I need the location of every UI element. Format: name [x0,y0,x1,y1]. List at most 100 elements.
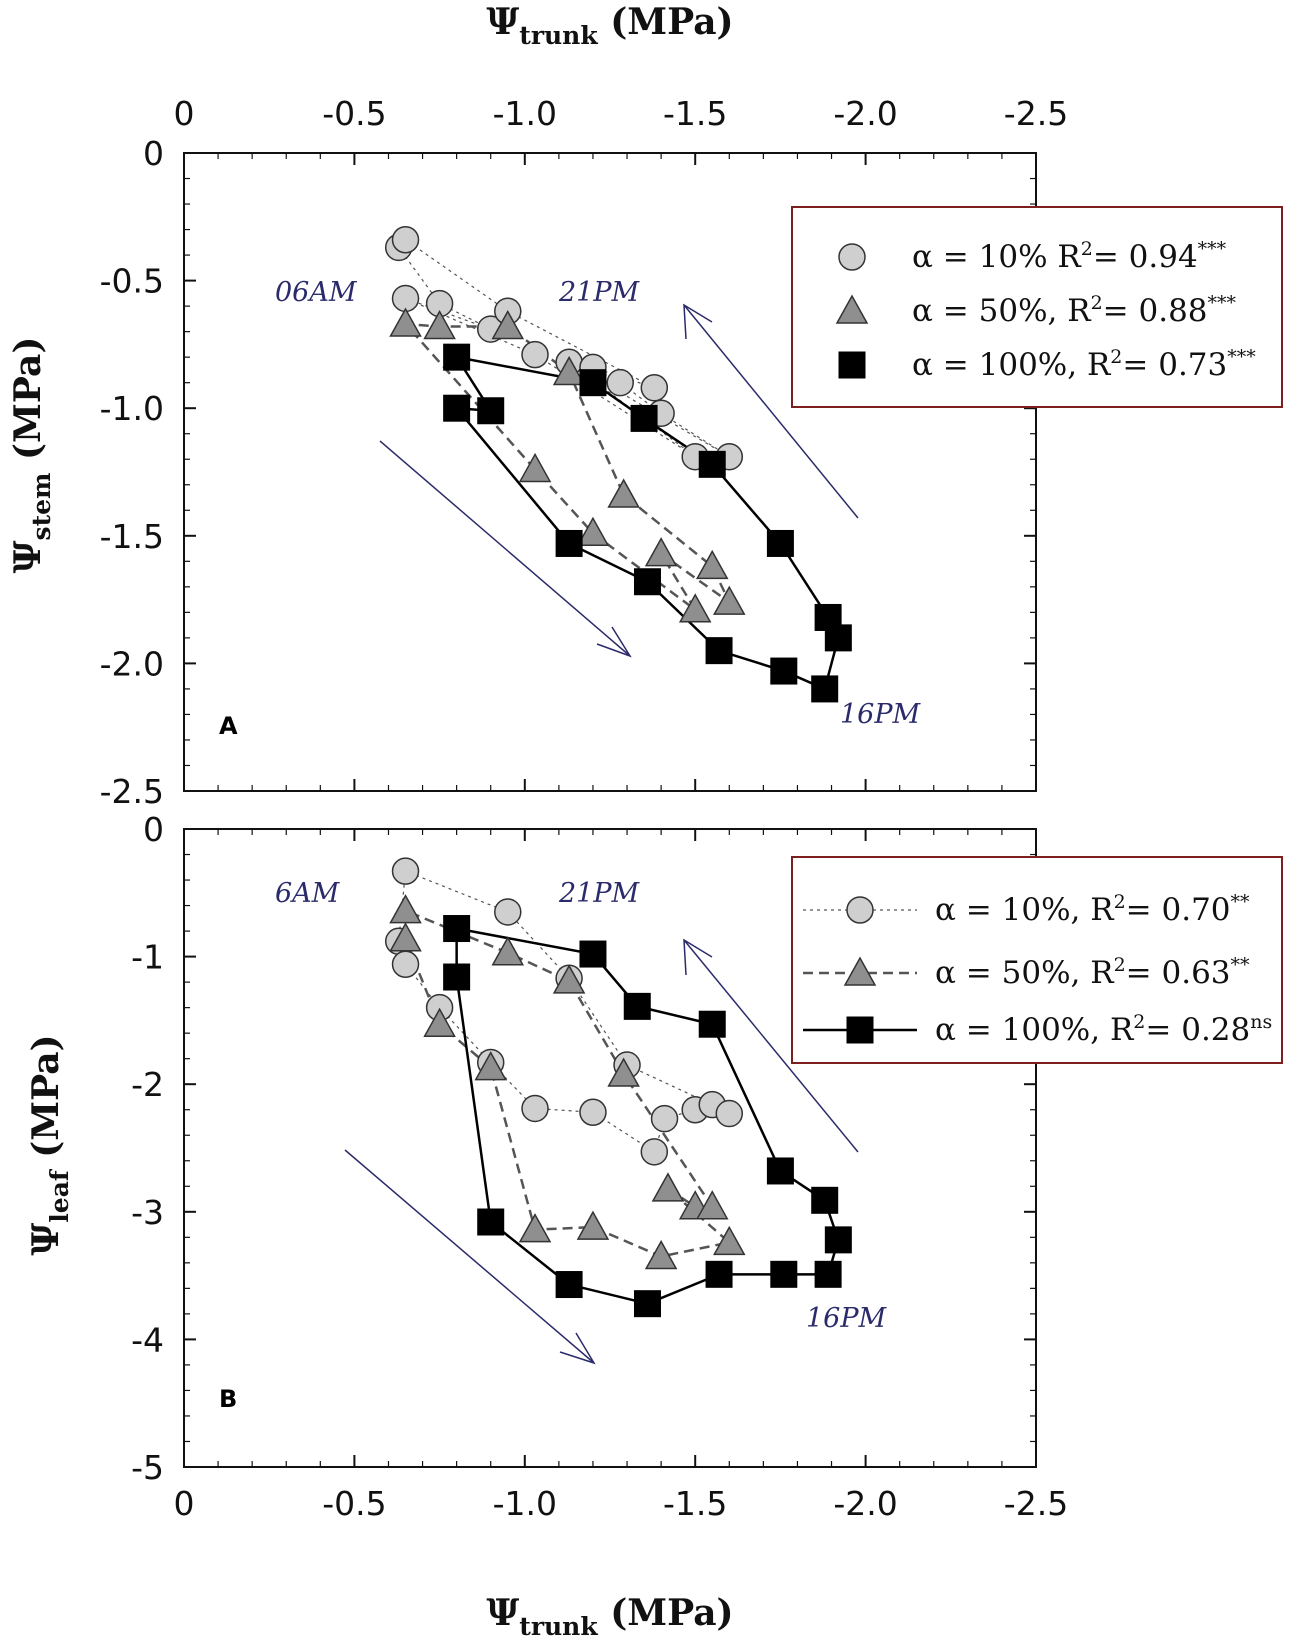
x-tick-label: -1.5 [663,94,727,133]
x-tick-label: -1.5 [663,1484,727,1523]
data-point-circle [650,1104,679,1133]
panel-b-arrows [344,938,859,1365]
data-point-square [443,963,471,991]
panel-b-frame [183,828,1037,1468]
data-point-triangle [389,307,422,337]
data-point-square [811,1186,839,1214]
data-point-triangle [644,537,678,567]
data-point-triangle [607,478,640,508]
data-point-triangle [607,1057,640,1087]
data-point-square [770,657,798,685]
data-point-triangle [518,1213,552,1243]
data-point-circle [391,950,420,979]
data-point-circle [391,226,420,254]
data-point-square [698,450,726,478]
panel-b-label-6am: 6AM [275,878,341,909]
legend-marker-square [846,1016,874,1044]
top-axis-title-symbol: Ψ [486,1,519,43]
data-point-triangle [695,1190,729,1220]
top-axis-title-sub: trunk [519,21,598,50]
x-tick-label: -2.5 [1004,94,1068,133]
data-point-triangle [651,1172,685,1202]
panel-a-series [384,226,852,703]
panel-b-morning-arrow [344,1149,595,1364]
panel-a-ticks: 0 -0.5 -1.0 -1.5 -2.0 -2.5 0 -0.5 -1.0 -1.5 -2.0 -2… [100,94,1069,811]
panel-a-label-06am: 06AM [275,277,358,308]
data-point-square [814,1260,842,1288]
top-axis-title-unit: (MPa) [598,1,734,43]
y-tick-label: -2.5 [100,772,164,811]
panel-a-morning-arrow-head [596,626,632,658]
data-point-triangle [518,452,552,483]
x-tick-label: -0.5 [322,94,386,133]
data-point-triangle [423,309,456,340]
data-point-square [555,529,583,557]
panel-b-legend-items [803,896,917,1044]
y-tick-label: -4 [131,1320,164,1359]
data-point-triangle [576,1210,610,1240]
x-tick-label: 0 [174,1484,195,1523]
data-point-square [698,1010,726,1038]
x-tick-label: -0.5 [322,1484,386,1523]
x-tick-label: -2.5 [1004,1484,1068,1523]
data-point-triangle [491,936,525,966]
data-point-triangle [474,1051,507,1081]
x-tick-label: -1.0 [493,94,557,133]
data-point-square [766,529,794,557]
data-point-square [824,624,852,652]
panel-a-label-21pm: 21PM [558,277,641,308]
data-point-square [579,940,607,968]
panel-b-ticks: 0 -1 -2 -3 -4 -5 0 -0.5 -1.0 -1.5 -2.0 -2.5 [131,810,1068,1523]
data-point-triangle [552,964,586,994]
y-tick-label: -1 [131,938,164,977]
panel-b-legend-label-50: α = 50%, R2= 0.63** [935,954,1250,991]
series-line-triangle [402,322,733,611]
data-point-triangle [713,585,746,615]
data-point-circle [391,857,420,885]
data-point-square [443,394,471,422]
panel-b-y-axis-title: Ψleaf (MPa) [25,1034,74,1255]
x-tick-label: 0 [174,94,195,133]
legend-marker-triangle [835,294,869,324]
panel-b-legend-label-10: α = 10%, R2= 0.70** [935,891,1250,928]
top-axis-title: Ψtrunk (MPa) [486,1,733,50]
data-point-circle [521,340,549,369]
panel-a-legend-label-100: α = 100%, R2= 0.73*** [912,346,1256,383]
panel-a-y-axis-title: Ψstem (MPa) [7,337,56,574]
data-point-triangle [678,593,712,623]
panel-a-morning-arrow [379,440,631,657]
panel-b-series [384,857,852,1318]
bottom-axis-title: Ψtrunk (MPa) [486,1592,733,1641]
series-line-triangle [404,908,732,1258]
y-tick-label: 0 [143,810,164,849]
data-point-square [811,675,839,703]
data-point-circle [494,898,522,926]
x-tick-label: -2.0 [833,94,897,133]
data-point-circle [579,1098,607,1127]
data-point-square [633,1290,661,1318]
data-point-square [766,1157,794,1185]
data-point-square [477,1208,505,1236]
data-point-square [623,992,651,1020]
legend-marker-circle [846,896,874,924]
data-point-square [633,568,661,596]
panel-a-arrows [379,303,859,658]
series-line-square [455,927,840,1305]
legend-marker-square [838,351,866,379]
data-point-square [555,1271,583,1299]
panel-a-legend: α = 10% R2= 0.94*** α = 50%, R2= 0.88***… [791,206,1283,408]
data-point-circle [521,1094,549,1123]
x-tick-label: -1.0 [493,1484,557,1523]
panel-a-evening-arrow [683,304,859,519]
data-point-circle [640,1138,669,1166]
panel-b-letter: B [219,1385,237,1413]
legend-marker-circle [838,243,866,271]
panel-b-morning-arrow-head [559,1332,596,1365]
y-tick-label: -0.5 [100,262,164,301]
data-point-triangle [576,516,610,546]
panel-b-legend: α = 10%, R2= 0.70** α = 50%, R2= 0.63** … [791,856,1283,1064]
data-point-triangle [389,922,422,952]
panel-b-legend-label-100: α = 100%, R2= 0.28ns [935,1011,1272,1048]
data-point-square [579,369,607,397]
panel-a-letter: A [219,712,238,740]
